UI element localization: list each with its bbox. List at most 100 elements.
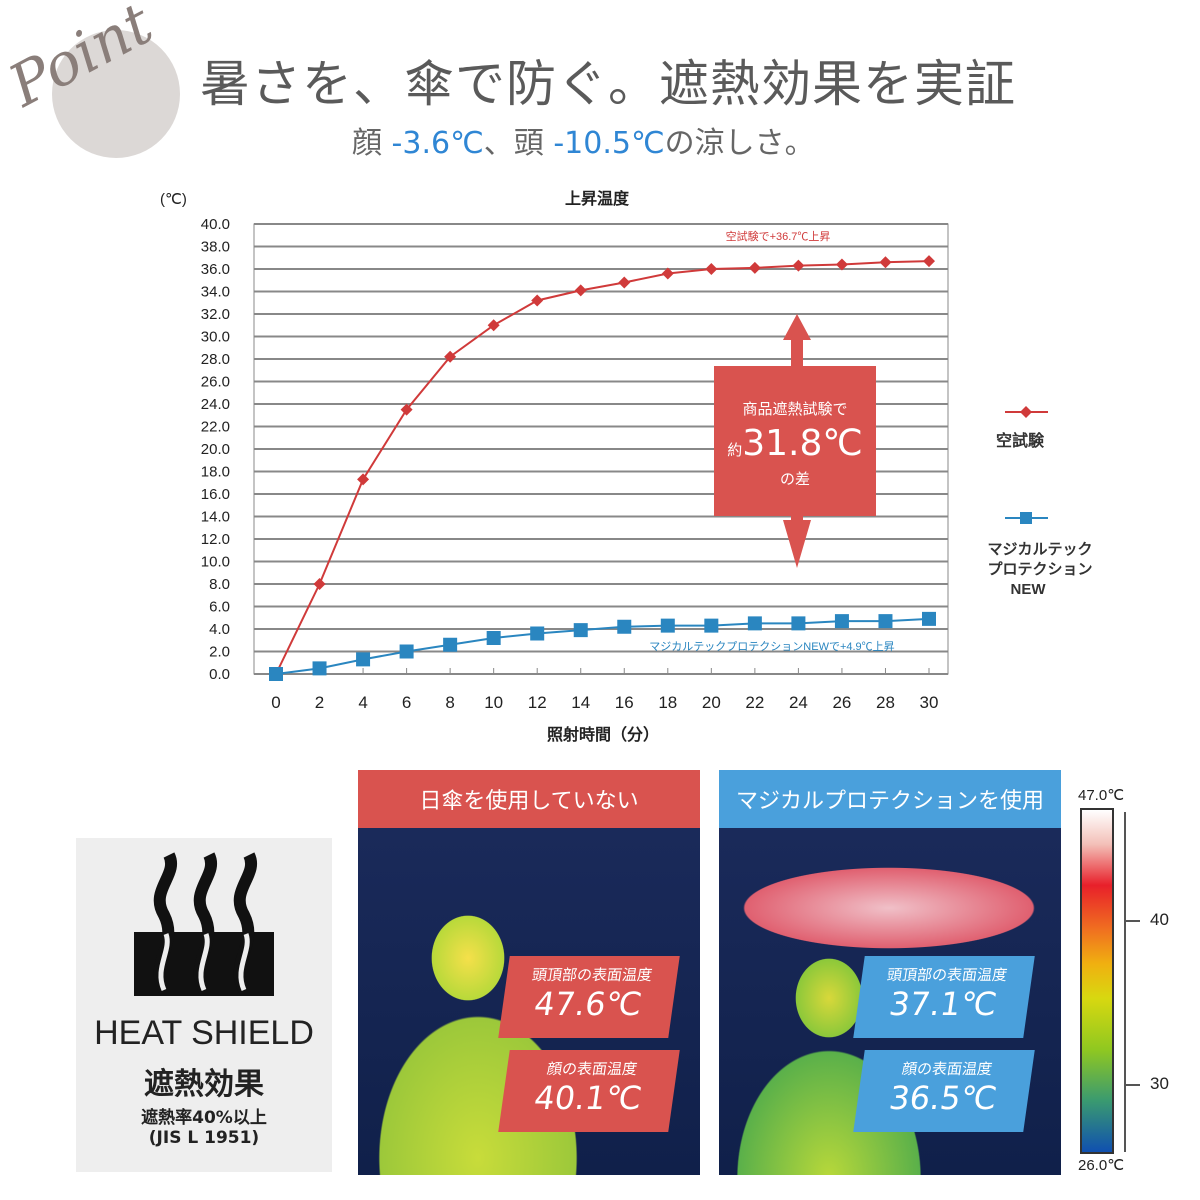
data-point-red bbox=[923, 255, 935, 268]
x-tick-label: 14 bbox=[571, 693, 590, 712]
heat-shield-rate: 遮熱率40%以上 bbox=[141, 1108, 267, 1128]
head-value: -10.5℃ bbox=[553, 126, 665, 161]
y-tick-label: 16.0 bbox=[201, 486, 230, 503]
face-temp-value: 36.5℃ bbox=[886, 1079, 1000, 1117]
face-temp-label: 顔の表面温度 bbox=[545, 1060, 639, 1078]
data-point-blue bbox=[269, 667, 283, 681]
x-tick-label: 0 bbox=[271, 693, 280, 712]
y-tick-label: 40.0 bbox=[201, 216, 230, 233]
x-tick-label: 6 bbox=[402, 693, 411, 712]
difference-callout: 商品遮熱試験で 約31.8℃ の差 bbox=[714, 366, 876, 516]
x-tick-label: 28 bbox=[876, 693, 895, 712]
scale-max-label: 47.0℃ bbox=[1078, 787, 1125, 804]
legend-red-label: 空試験 bbox=[996, 431, 1045, 450]
series-line-0 bbox=[275, 260, 930, 675]
y-tick-label: 28.0 bbox=[201, 351, 230, 368]
point-badge-circle bbox=[52, 30, 180, 158]
scale-tick-30: 30 bbox=[1150, 1074, 1169, 1093]
x-tick-label: 12 bbox=[528, 693, 547, 712]
data-point-blue bbox=[443, 637, 458, 652]
y-tick-label: 38.0 bbox=[201, 239, 230, 256]
head-temp-tag: 頭頂部の表面温度 47.6℃ bbox=[498, 956, 680, 1038]
red-series-annotation: 空試験で+36.7℃上昇 bbox=[726, 229, 831, 243]
head-temp-label: 頭頂部の表面温度 bbox=[530, 966, 654, 984]
data-point-blue bbox=[486, 631, 501, 645]
blue-series-annotation: マジカルテックプロテクションNEWで+4.9℃上昇 bbox=[649, 640, 894, 653]
data-point-blue bbox=[573, 623, 588, 638]
data-point-blue bbox=[834, 614, 849, 629]
head-label: 、頭 bbox=[483, 126, 554, 161]
data-point-red bbox=[705, 263, 718, 275]
heat-shield-badge: HEAT SHIELD 遮熱効果 遮熱率40%以上 (JIS L 1951) bbox=[76, 838, 332, 1172]
y-tick-label: 10.0 bbox=[201, 554, 230, 571]
y-tick-label: 14.0 bbox=[201, 509, 230, 526]
legend-blue-label-2: プロテクション bbox=[987, 561, 1092, 578]
heat-shield-label: HEAT SHIELD bbox=[94, 1014, 314, 1052]
head-temp-value: 37.1℃ bbox=[886, 985, 1000, 1023]
x-tick-label: 26 bbox=[832, 693, 851, 712]
legend-blue-label-3: NEW bbox=[1011, 581, 1047, 598]
scale-min-label: 26.0℃ bbox=[1078, 1157, 1125, 1174]
page-title: 暑さを、傘で防ぐ。遮熱効果を実証 bbox=[200, 55, 1016, 113]
y-tick-label: 2.0 bbox=[209, 644, 230, 661]
x-tick-label: 24 bbox=[789, 693, 808, 712]
face-temp-tag: 顔の表面温度 36.5℃ bbox=[853, 1050, 1035, 1132]
thermal-panel-with-umbrella: マジカルプロテクションを使用 頭頂部の表面温度 37.1℃ 顔の表面温度 36.5℃ bbox=[719, 770, 1061, 1175]
face-label: 顔 bbox=[352, 126, 392, 161]
data-point-blue bbox=[356, 652, 371, 667]
head-temp-label: 頭頂部の表面温度 bbox=[885, 966, 1009, 984]
y-axis-label: (℃) bbox=[160, 191, 187, 208]
x-tick-label: 10 bbox=[484, 693, 503, 712]
y-tick-label: 0.0 bbox=[209, 666, 230, 683]
x-tick-label: 8 bbox=[445, 693, 454, 712]
x-tick-label: 30 bbox=[920, 693, 939, 712]
y-tick-label: 20.0 bbox=[201, 441, 230, 458]
chart-title: 上昇温度 bbox=[565, 189, 630, 208]
data-point-blue bbox=[791, 616, 806, 631]
heat-shield-icon bbox=[134, 852, 274, 996]
x-tick-label: 2 bbox=[315, 693, 324, 712]
data-point-blue bbox=[530, 626, 545, 641]
y-tick-label: 34.0 bbox=[201, 284, 230, 301]
face-value: -3.6℃ bbox=[391, 126, 484, 161]
y-tick-label: 32.0 bbox=[201, 306, 230, 323]
heat-shield-standard: (JIS L 1951) bbox=[148, 1128, 260, 1148]
legend-blue-label-1: マジカルテック bbox=[987, 541, 1092, 558]
y-tick-label: 8.0 bbox=[209, 576, 230, 593]
data-point-red bbox=[574, 284, 587, 297]
data-point-blue bbox=[312, 661, 327, 676]
legend-red-marker bbox=[1020, 406, 1032, 418]
y-tick-label: 30.0 bbox=[201, 329, 230, 346]
y-tick-label: 22.0 bbox=[201, 419, 230, 436]
head-temp-value: 47.6℃ bbox=[531, 985, 645, 1023]
y-tick-label: 18.0 bbox=[201, 464, 230, 481]
callout-prefix: 約 bbox=[727, 441, 743, 459]
data-point-red bbox=[879, 256, 892, 269]
y-tick-label: 12.0 bbox=[201, 531, 230, 548]
face-temp-tag: 顔の表面温度 40.1℃ bbox=[498, 1050, 680, 1132]
data-point-blue bbox=[878, 614, 893, 629]
y-tick-label: 26.0 bbox=[201, 374, 230, 391]
x-tick-label: 16 bbox=[615, 693, 634, 712]
data-point-red bbox=[444, 350, 457, 363]
x-tick-label: 22 bbox=[745, 693, 764, 712]
temperature-chart: (℃) 上昇温度 0.0 2.0 4.0 6.0 8.0 10.0 12.0 14.0 16.0… bbox=[160, 189, 1093, 744]
x-tick-label: 20 bbox=[702, 693, 721, 712]
x-axis-label: 照射時間（分） bbox=[547, 725, 659, 744]
data-point-blue bbox=[704, 618, 719, 633]
x-tick-label: 4 bbox=[358, 693, 367, 712]
y-tick-label: 6.0 bbox=[209, 599, 230, 616]
y-tick-label: 4.0 bbox=[209, 621, 230, 638]
data-point-red bbox=[313, 578, 326, 590]
scale-tick-40: 40 bbox=[1150, 910, 1169, 929]
panel-header: マジカルプロテクションを使用 bbox=[719, 770, 1061, 828]
data-point-red bbox=[835, 258, 848, 271]
data-point-blue bbox=[747, 616, 762, 631]
data-point-blue bbox=[922, 611, 936, 626]
panel-header: 日傘を使用していない bbox=[358, 770, 700, 828]
head-temp-tag: 頭頂部の表面温度 37.1℃ bbox=[853, 956, 1035, 1038]
thermal-panel-without-umbrella: 日傘を使用していない 頭頂部の表面温度 47.6℃ 顔の表面温度 40.1℃ bbox=[358, 770, 700, 1175]
x-tick-label: 18 bbox=[658, 693, 677, 712]
data-point-red bbox=[792, 259, 805, 272]
y-tick-label: 24.0 bbox=[201, 396, 230, 413]
